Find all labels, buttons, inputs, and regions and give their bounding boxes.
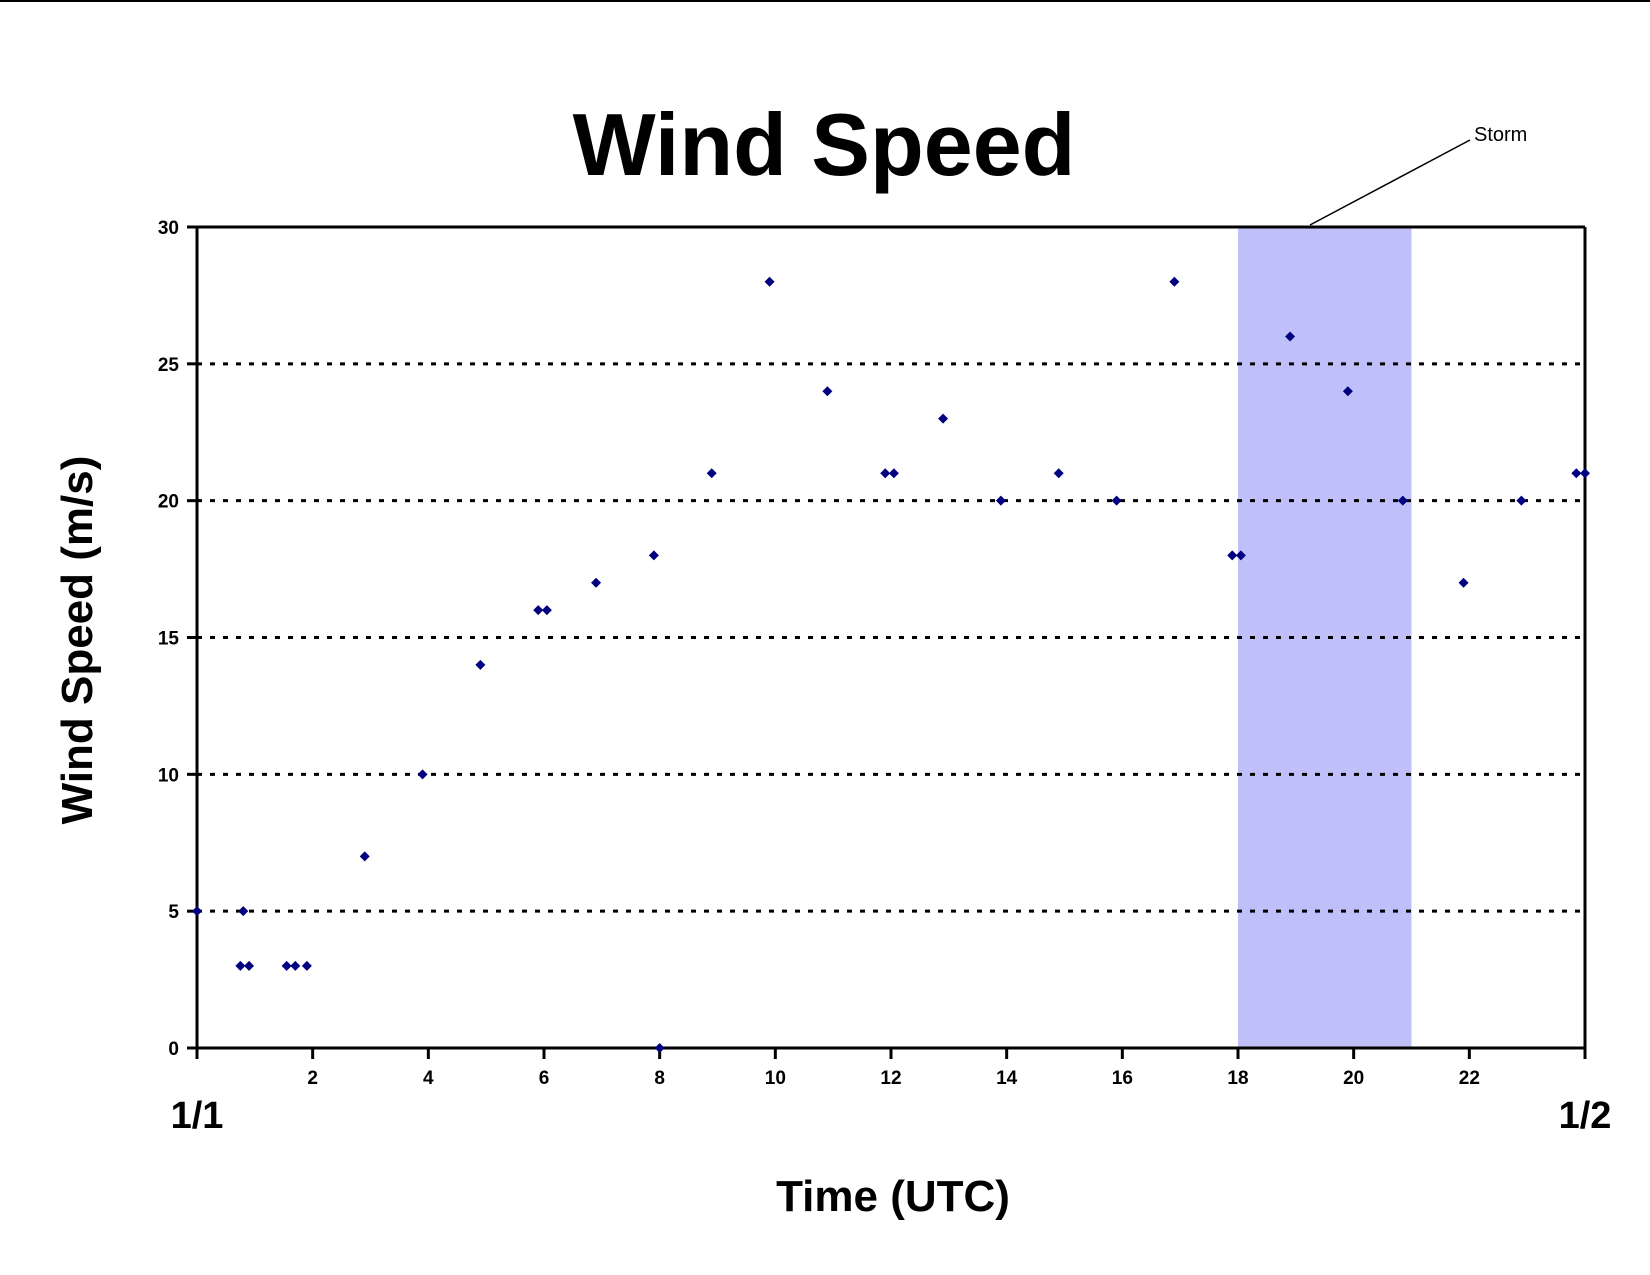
data-point	[359, 851, 370, 862]
data-point	[281, 960, 292, 971]
x-tick-label: 14	[996, 1068, 1018, 1089]
data-point	[301, 960, 312, 971]
data-point	[541, 605, 552, 616]
x-tick-label: 10	[765, 1068, 786, 1089]
chart-title: Wind Speed	[573, 95, 1076, 194]
data-point	[417, 769, 428, 780]
data-point	[290, 960, 301, 971]
data-point	[888, 468, 899, 479]
x-tick-label: 22	[1459, 1068, 1480, 1089]
x-tick-label: 18	[1227, 1068, 1248, 1089]
data-point	[235, 960, 246, 971]
data-point	[475, 659, 486, 670]
date-label: 1/1	[171, 1095, 224, 1137]
data-point	[938, 413, 949, 424]
data-point	[654, 1043, 665, 1053]
data-points	[192, 276, 1590, 1053]
data-point	[244, 960, 255, 971]
data-point	[1342, 386, 1353, 397]
y-tick-label: 20	[158, 492, 179, 513]
y-tick-label: 5	[168, 902, 179, 923]
data-point	[1227, 550, 1238, 561]
x-tick-label: 12	[880, 1068, 901, 1089]
data-point	[1235, 550, 1246, 561]
x-tick-label: 4	[423, 1068, 434, 1089]
date-labels: 1/1 1/2	[171, 1095, 1612, 1137]
date-label: 1/2	[1559, 1095, 1612, 1137]
data-point	[591, 577, 602, 588]
data-point	[1285, 331, 1296, 342]
data-point	[648, 550, 659, 561]
data-point	[880, 468, 891, 479]
x-tick-label: 20	[1343, 1068, 1364, 1089]
data-point	[192, 906, 202, 917]
data-point	[238, 906, 249, 917]
data-point	[1458, 577, 1469, 588]
data-point	[1397, 495, 1408, 506]
storm-annotation-leader	[1309, 139, 1471, 226]
y-tick-label: 0	[168, 1039, 179, 1060]
gridlines	[197, 362, 1585, 913]
data-point	[764, 276, 775, 287]
data-point	[533, 605, 544, 616]
x-tick-label: 8	[654, 1068, 665, 1089]
y-tick-label: 30	[158, 218, 179, 239]
data-point	[1580, 468, 1590, 479]
y-axis-ticks: 0 5 10 15 20 25 30	[158, 218, 197, 1060]
data-point	[1053, 468, 1064, 479]
x-axis-title: Time (UTC)	[776, 1172, 1010, 1221]
data-point	[1169, 276, 1180, 287]
data-point	[1516, 495, 1527, 506]
data-point	[1571, 468, 1582, 479]
data-point	[1111, 495, 1122, 506]
y-tick-label: 10	[158, 765, 179, 786]
y-tick-label: 25	[158, 355, 180, 376]
x-tick-label: 16	[1112, 1068, 1133, 1089]
y-axis-title: Wind Speed (m/s)	[53, 456, 102, 825]
data-point	[822, 386, 833, 397]
data-point	[995, 495, 1006, 506]
x-axis-ticks: 2 4 6 8 10 12 14 16 18 20 22	[195, 1048, 1587, 1089]
x-tick-label: 6	[539, 1068, 550, 1089]
y-tick-label: 15	[158, 629, 180, 650]
x-tick-label: 2	[307, 1068, 318, 1089]
data-point	[706, 468, 717, 479]
storm-annotation-label: Storm	[1474, 124, 1527, 146]
